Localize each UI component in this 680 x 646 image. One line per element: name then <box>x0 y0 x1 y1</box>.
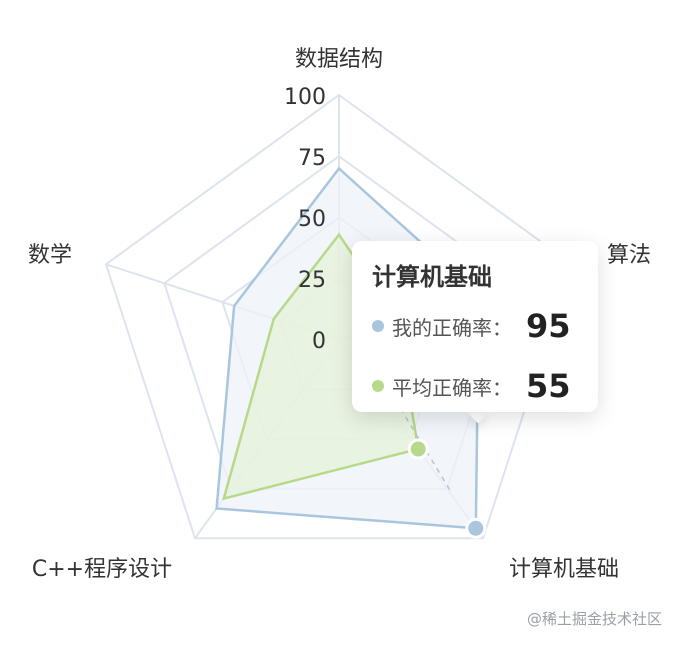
series-dot-mine <box>372 320 384 332</box>
series-point-0-2 <box>465 517 487 539</box>
axis-name-0: 数据结构 <box>295 47 383 72</box>
tooltip-title: 计算机基础 <box>372 263 492 291</box>
axis-name-4: 数学 <box>28 243 72 268</box>
axis-name-3: C++程序设计 <box>32 557 172 582</box>
tick-label-75: 75 <box>298 146 326 171</box>
tick-label-50: 50 <box>298 207 326 232</box>
tooltip-row-avg: 平均正确率： 55 <box>372 366 578 406</box>
axis-name-1: 算法 <box>607 243 651 268</box>
tooltip-label-avg: 平均正确率： <box>392 375 512 400</box>
tick-label-100: 100 <box>284 85 326 110</box>
tooltip-value-mine: 95 <box>526 307 571 345</box>
axis-name-2: 计算机基础 <box>509 557 619 582</box>
series-point-1-2 <box>407 438 429 460</box>
radar-axis-names: 数据结构 算法 计算机基础 C++程序设计 数学 <box>28 47 651 582</box>
tooltip-label-mine: 我的正确率： <box>392 315 512 340</box>
tick-label-25: 25 <box>298 268 326 293</box>
tooltip-value-avg: 55 <box>526 367 571 405</box>
tick-label-0: 0 <box>312 329 326 354</box>
watermark: @稀土掘金技术社区 <box>526 610 662 628</box>
series-dot-avg <box>372 380 384 392</box>
radar-tick-labels: 100 75 50 25 0 <box>284 85 326 354</box>
tooltip: 计算机基础 我的正确率： 95 平均正确率： 55 <box>352 241 598 412</box>
grid-ring-4 <box>104 93 574 540</box>
tooltip-row-mine: 我的正确率： 95 <box>372 306 578 346</box>
